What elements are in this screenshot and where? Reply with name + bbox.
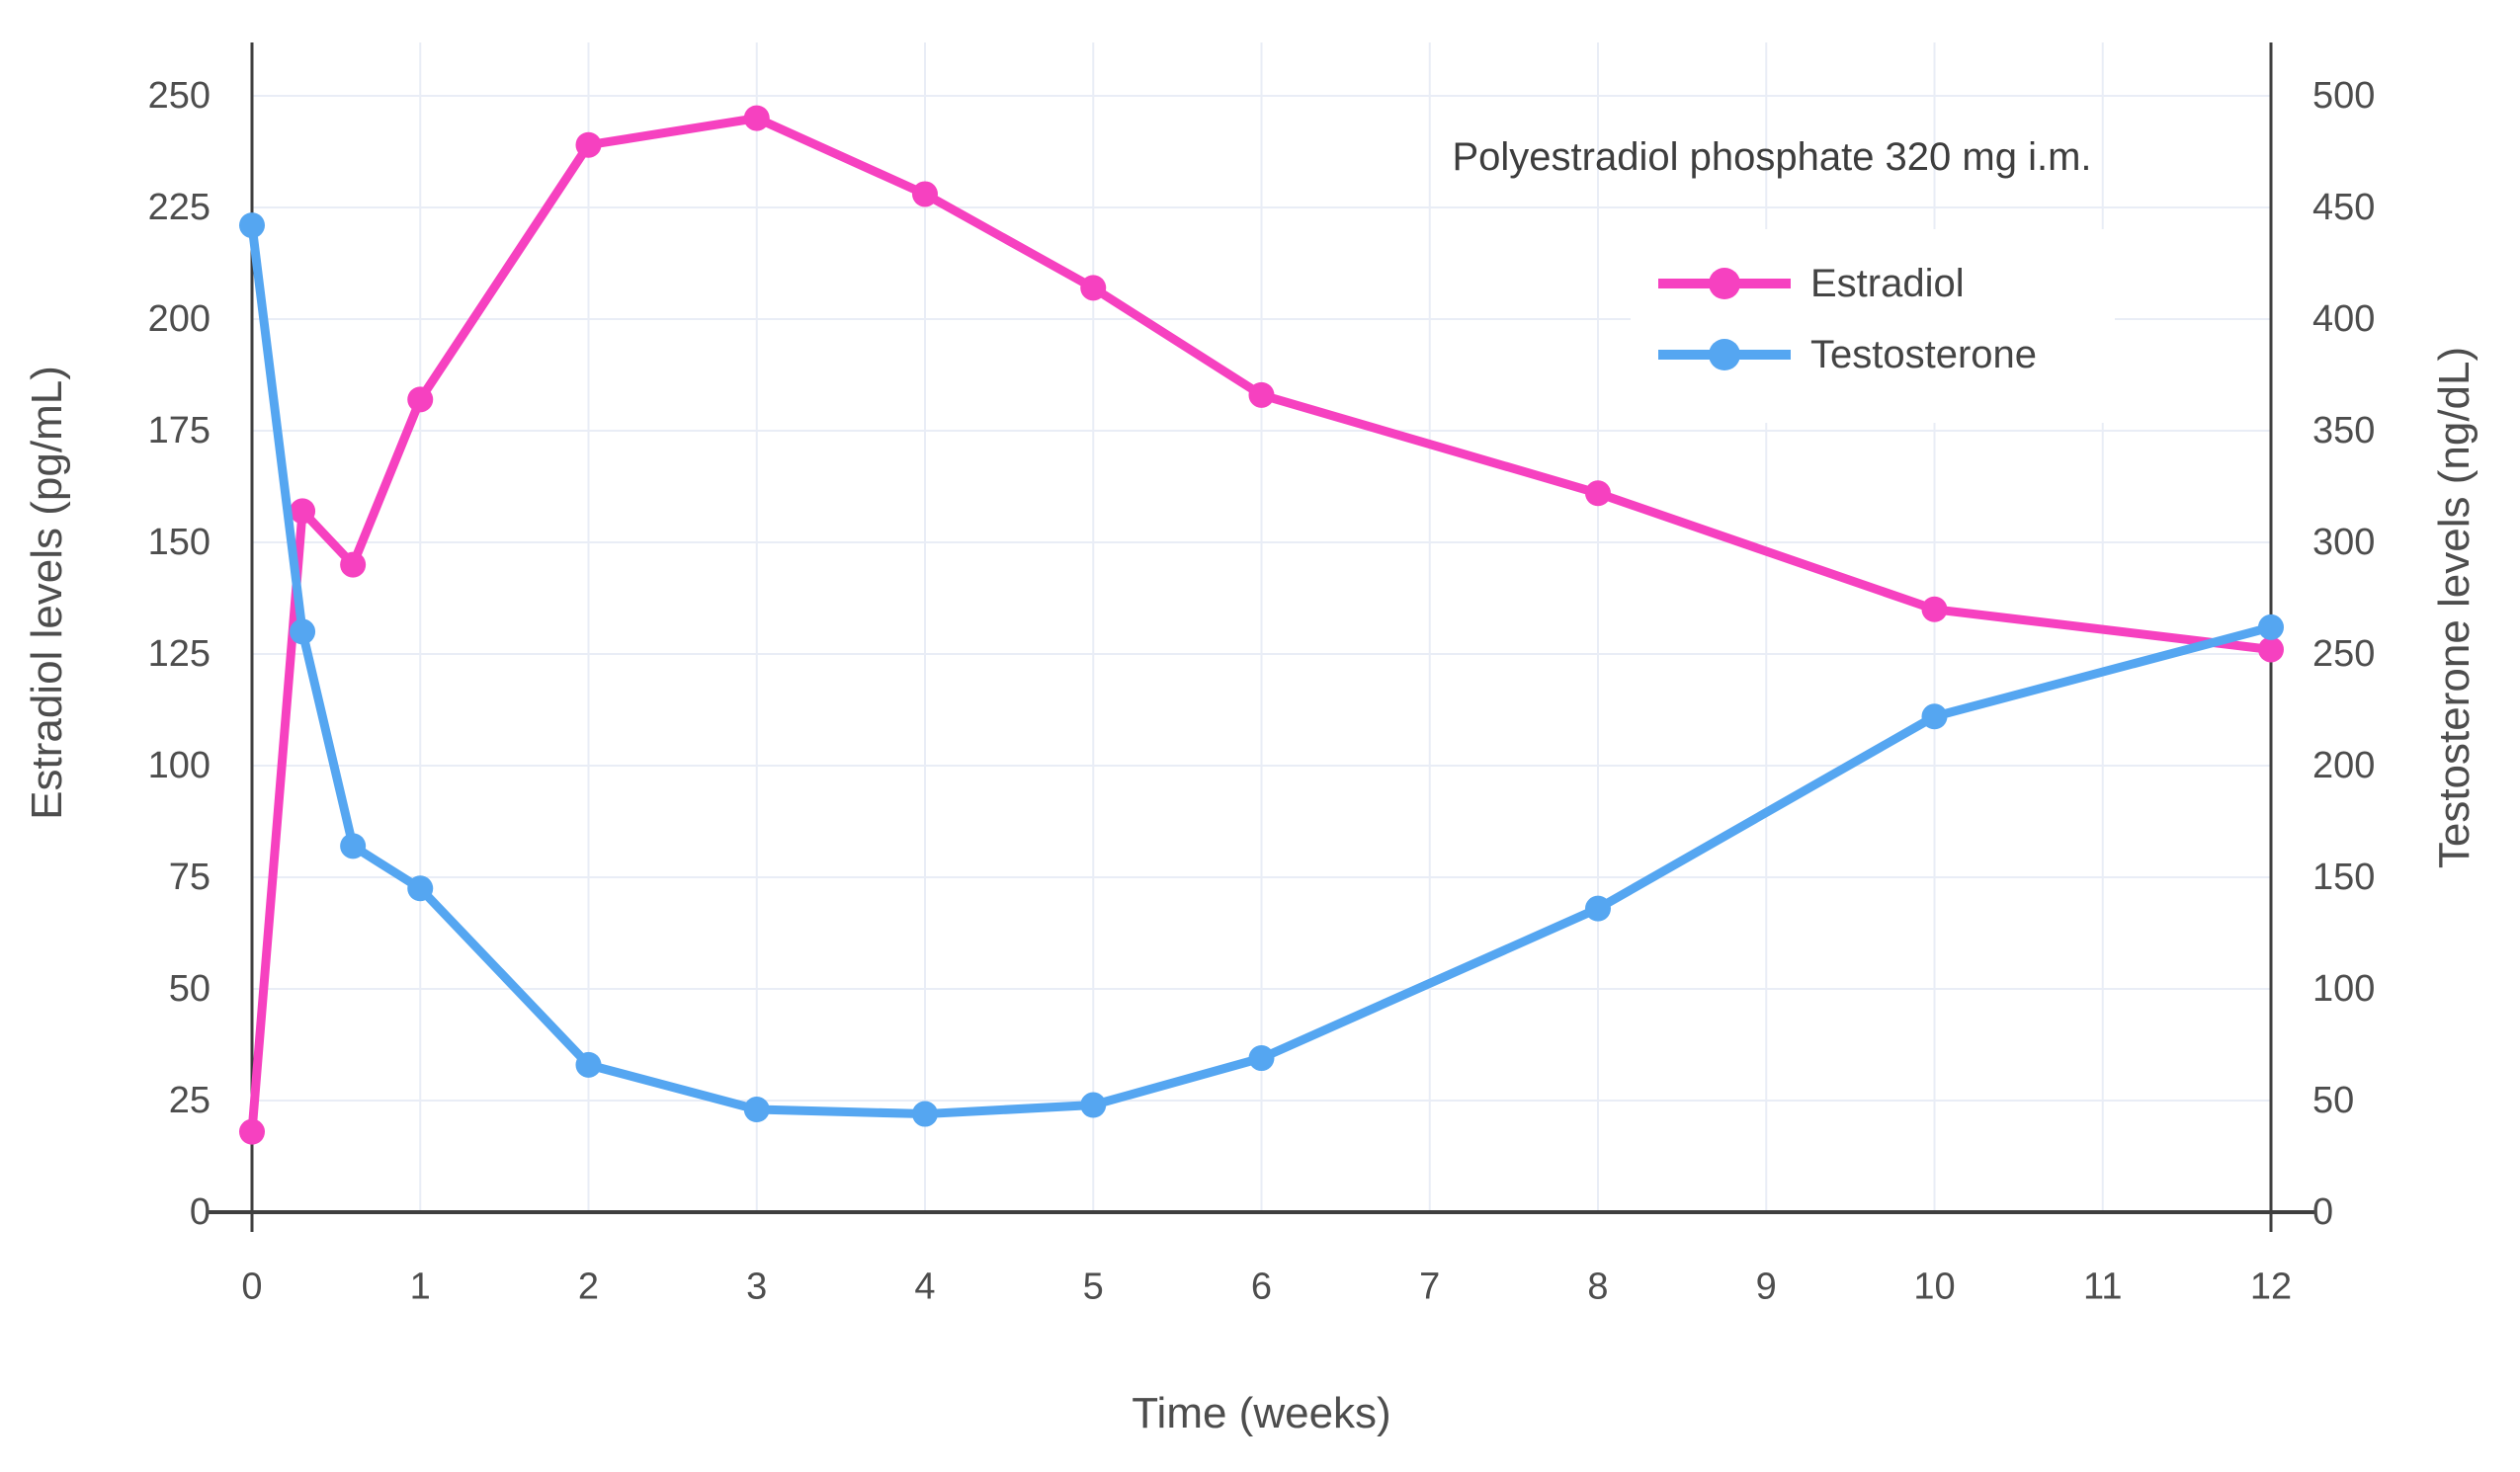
testosterone-marker xyxy=(407,875,434,902)
x-tick-label: 12 xyxy=(2250,1266,2292,1307)
y-right-tick-label: 0 xyxy=(2312,1191,2333,1233)
y-left-tick-label: 200 xyxy=(148,298,210,340)
y-left-tick-label: 25 xyxy=(169,1080,210,1121)
y-right-tick-label: 50 xyxy=(2312,1080,2354,1121)
estradiol-marker xyxy=(2258,636,2284,663)
y-axis-label-right: Testosterone levels (ng/dL) xyxy=(2430,347,2478,868)
x-tick-label: 5 xyxy=(1083,1266,1104,1307)
legend-background xyxy=(1631,229,2115,423)
x-tick-label: 3 xyxy=(746,1266,767,1307)
testosterone-line xyxy=(247,220,2276,1119)
x-tick-label: 10 xyxy=(1913,1266,1955,1307)
estradiol-marker xyxy=(1585,480,1611,507)
y-left-tick-label: 0 xyxy=(190,1191,210,1233)
testosterone-marker xyxy=(2258,613,2284,640)
x-tick-label: 11 xyxy=(2083,1266,2122,1307)
estradiol-marker xyxy=(743,105,770,131)
estradiol-marker xyxy=(912,181,938,207)
y-right-tick-label: 100 xyxy=(2312,968,2375,1010)
legend-swatch-marker-estradiol xyxy=(1709,268,1740,299)
y-left-tick-label: 75 xyxy=(169,857,210,898)
estradiol-marker xyxy=(407,386,434,413)
testosterone-marker xyxy=(1585,895,1611,922)
y-right-tick-label: 250 xyxy=(2312,633,2375,675)
x-tick-label: 9 xyxy=(1756,1266,1777,1307)
estradiol-marker xyxy=(340,551,367,578)
x-tick-label: 4 xyxy=(914,1266,935,1307)
x-tick-label: 0 xyxy=(241,1266,262,1307)
estradiol-marker xyxy=(290,498,316,525)
testosterone-marker xyxy=(290,618,316,645)
y-left-tick-label: 225 xyxy=(148,187,210,228)
testosterone-marker xyxy=(239,212,265,239)
x-tick-label: 8 xyxy=(1587,1266,1608,1307)
estradiol-marker xyxy=(1248,381,1275,408)
x-tick-label: 2 xyxy=(578,1266,599,1307)
x-tick-label: 6 xyxy=(1251,1266,1272,1307)
testosterone-marker xyxy=(575,1051,602,1078)
x-tick-label: 1 xyxy=(410,1266,431,1307)
y-axis-label-left: Estradiol levels (pg/mL) xyxy=(23,366,71,820)
chart-title-annotation: Polyestradiol phosphate 320 mg i.m. xyxy=(1452,135,2091,179)
y-right-tick-label: 400 xyxy=(2312,298,2375,340)
testosterone-marker xyxy=(1080,1092,1107,1118)
estradiol-marker xyxy=(239,1118,265,1145)
x-axis-label: Time (weeks) xyxy=(1132,1389,1390,1437)
testosterone-marker xyxy=(743,1097,770,1123)
estradiol-marker xyxy=(1921,596,1948,622)
y-left-tick-label: 125 xyxy=(148,633,210,675)
y-left-tick-label: 50 xyxy=(169,968,210,1010)
y-right-tick-label: 300 xyxy=(2312,522,2375,563)
y-left-tick-label: 150 xyxy=(148,522,210,563)
y-right-tick-label: 450 xyxy=(2312,187,2375,228)
testosterone-marker xyxy=(1921,703,1948,730)
testosterone-marker xyxy=(912,1101,938,1127)
x-tick-label: 7 xyxy=(1419,1266,1440,1307)
estradiol-marker xyxy=(1080,275,1107,301)
y-right-tick-label: 200 xyxy=(2312,745,2375,786)
y-left-tick-label: 250 xyxy=(148,75,210,117)
estradiol-marker xyxy=(575,131,602,158)
legend-label-estradiol: Estradiol xyxy=(1810,262,1965,305)
testosterone-marker xyxy=(1248,1045,1275,1072)
y-right-tick-label: 350 xyxy=(2312,410,2375,451)
y-left-tick-label: 100 xyxy=(148,745,210,786)
legend-swatch-marker-testosterone xyxy=(1709,339,1740,370)
legend-label-testosterone: Testosterone xyxy=(1810,333,2037,376)
y-right-tick-label: 150 xyxy=(2312,857,2375,898)
y-right-tick-label: 500 xyxy=(2312,75,2375,117)
testosterone-marker xyxy=(340,833,367,859)
y-left-tick-label: 175 xyxy=(148,410,210,451)
